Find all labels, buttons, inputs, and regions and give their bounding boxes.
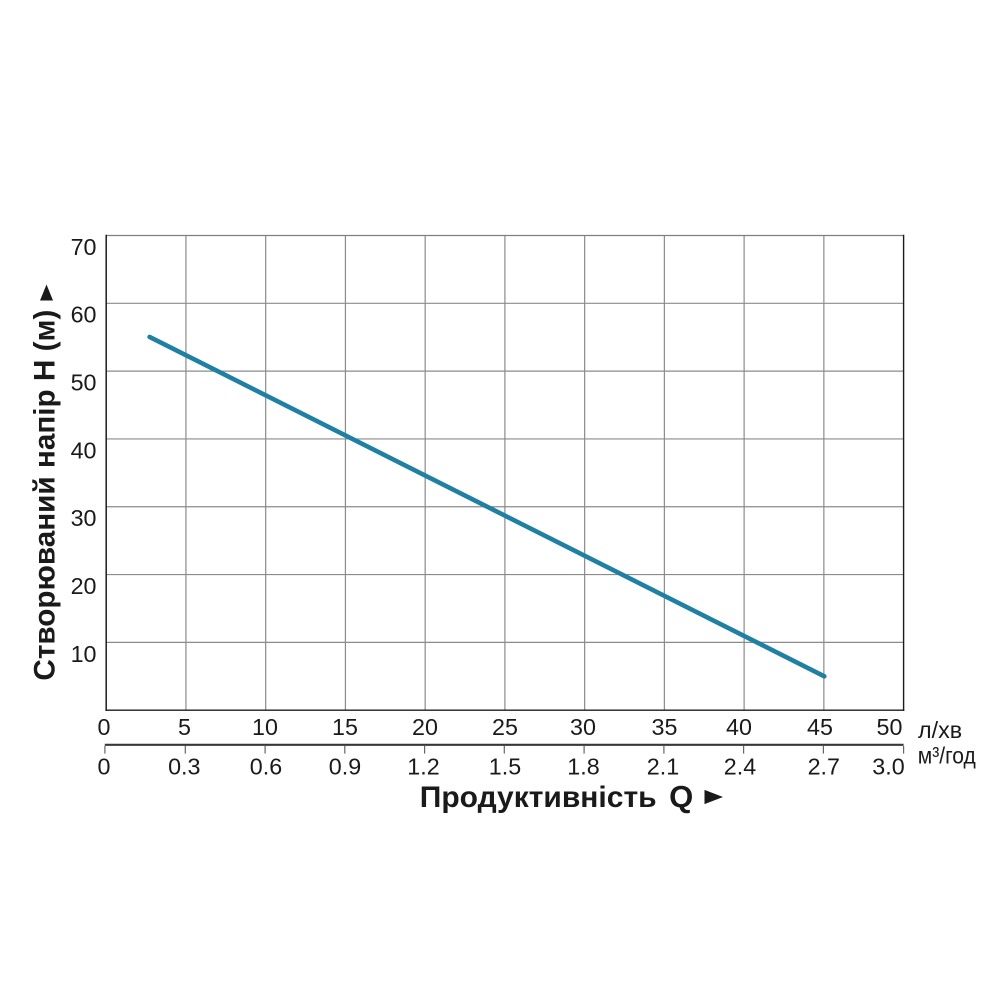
svg-text:0: 0 [98,714,111,740]
svg-text:40: 40 [71,437,97,463]
svg-text:Продуктивність: Продуктивність [420,781,657,814]
svg-text:35: 35 [652,714,678,740]
svg-text:15: 15 [332,714,358,740]
svg-text:3.0: 3.0 [872,754,904,780]
svg-text:45: 45 [807,714,833,740]
svg-text:1.8: 1.8 [567,754,599,780]
svg-text:70: 70 [71,234,97,260]
svg-text:0: 0 [98,754,111,780]
svg-text:60: 60 [71,302,97,328]
svg-text:0.3: 0.3 [168,754,200,780]
svg-text:2.4: 2.4 [724,754,756,780]
svg-text:2.1: 2.1 [647,754,679,780]
svg-text:1.5: 1.5 [489,754,521,780]
svg-text:Q: Q [669,779,693,814]
svg-text:40: 40 [726,714,752,740]
svg-text:20: 20 [412,714,438,740]
svg-text:50: 50 [71,370,97,396]
svg-text:0.6: 0.6 [250,754,282,780]
svg-text:2.7: 2.7 [808,754,840,780]
svg-text:л/хв: л/хв [918,717,962,743]
svg-text:0.9: 0.9 [329,754,361,780]
svg-text:м³/год: м³/год [918,743,976,769]
svg-text:50: 50 [877,714,903,740]
svg-text:20: 20 [71,573,97,599]
svg-text:1.2: 1.2 [407,754,439,780]
svg-text:5: 5 [178,714,191,740]
svg-text:Створюваний напір H (м): Створюваний напір H (м) [29,310,62,681]
svg-text:30: 30 [71,505,97,531]
svg-text:10: 10 [71,641,97,667]
svg-text:25: 25 [492,714,518,740]
svg-text:10: 10 [252,714,278,740]
svg-text:30: 30 [570,714,596,740]
